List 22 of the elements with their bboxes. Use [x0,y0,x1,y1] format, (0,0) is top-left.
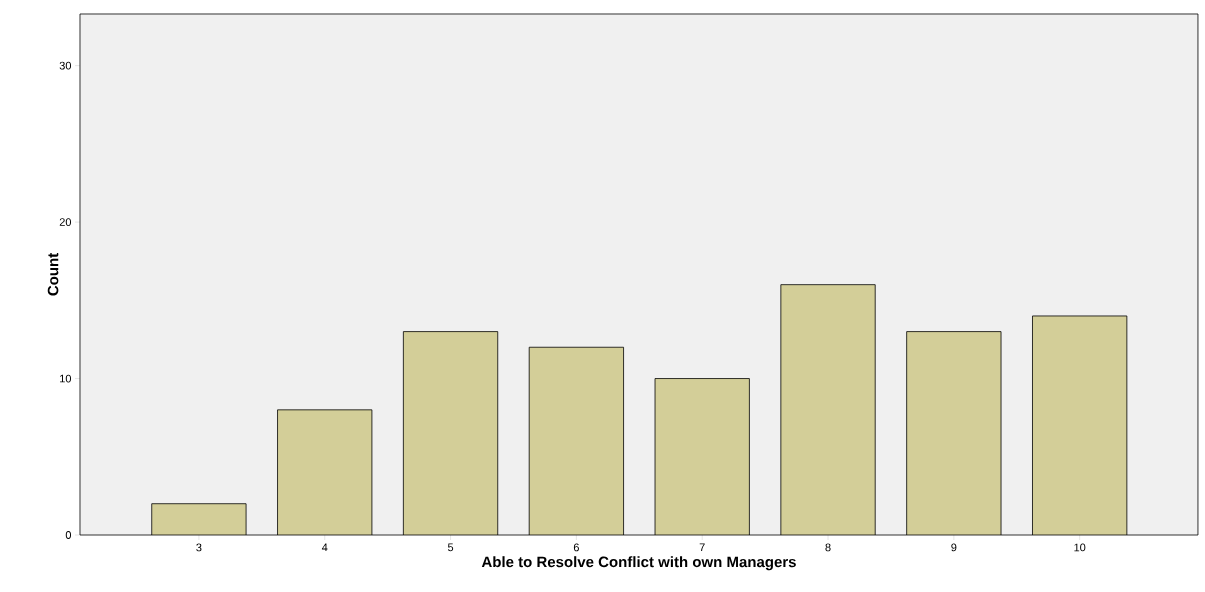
bar [1032,315,1128,535]
y-axis-title: Count [47,253,59,296]
x-tick-label: 3 [196,543,202,552]
x-tick-label: 10 [1074,543,1086,552]
x-tick-label: 7 [699,543,705,552]
x-tick-label: 5 [447,543,454,552]
bar [906,331,1002,535]
bar [780,284,876,535]
y-tick-label: 10 [60,374,72,383]
x-tick-label: 9 [951,543,957,552]
bar [528,346,624,535]
y-tick-label: 20 [59,218,72,226]
x-tick-label: 6 [573,543,579,552]
x-tick-label: 4 [321,543,328,552]
y-tick-label: 30 [59,61,72,70]
bar [654,378,750,535]
x-tick-label: 8 [825,543,831,552]
x-axis-title: Able to Resolve Conflict with own Managers [481,556,796,571]
bar [402,331,499,535]
y-tick-label: 0 [65,531,72,539]
bar [277,409,372,535]
bar [151,503,247,535]
